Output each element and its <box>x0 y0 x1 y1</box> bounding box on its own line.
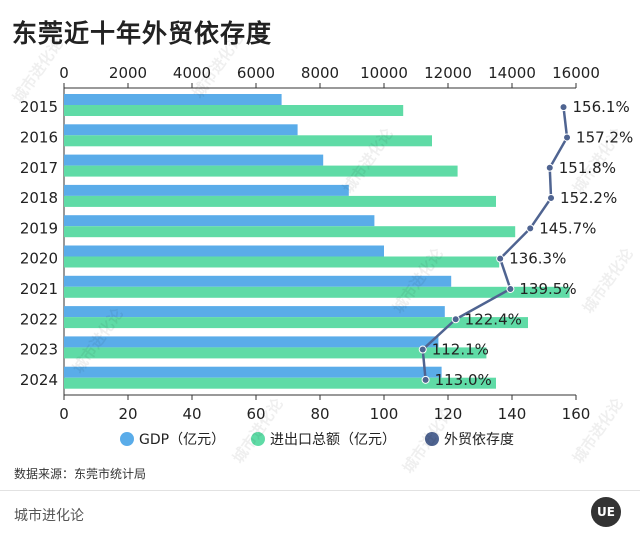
dependency-point <box>496 254 505 263</box>
brand-logo: UE <box>591 497 621 527</box>
bottom-axis-tick-label: 20 <box>118 405 137 423</box>
legend-label: 外贸依存度 <box>444 432 514 448</box>
bottom-axis-tick-label: 160 <box>562 405 591 423</box>
gdp-bar <box>64 154 324 166</box>
dependency-data-label: 152.2% <box>560 189 617 207</box>
top-axis-tick-label: 16000 <box>552 64 600 82</box>
trade-bar <box>64 317 528 329</box>
trade-bar <box>64 165 458 177</box>
dependency-point <box>563 133 572 142</box>
gdp-bar <box>64 336 439 348</box>
dependency-point <box>547 194 556 203</box>
bottom-axis-tick-label: 60 <box>246 405 265 423</box>
trade-bar <box>64 195 496 207</box>
category-label: 2015 <box>20 98 58 116</box>
bottom-axis-tick-label: 120 <box>434 405 463 423</box>
category-label: 2022 <box>20 310 58 328</box>
category-label: 2016 <box>20 128 58 146</box>
dependency-data-label: 136.3% <box>509 250 566 268</box>
top-axis-tick-label: 6000 <box>237 64 275 82</box>
dependency-point <box>418 345 427 354</box>
dependency-data-label: 156.1% <box>573 98 630 116</box>
gdp-bar <box>64 215 375 227</box>
bottom-axis-tick-label: 0 <box>59 405 69 423</box>
data-source-note: 数据来源：东莞市统计局 <box>14 467 147 481</box>
trade-bar <box>64 256 500 268</box>
dependency-point <box>526 224 535 233</box>
trade-bar <box>64 226 516 238</box>
category-label: 2019 <box>20 219 58 237</box>
gdp-bar <box>64 306 445 318</box>
top-axis-tick-label: 14000 <box>488 64 536 82</box>
gdp-bar <box>64 245 384 257</box>
category-label: 2024 <box>20 371 58 389</box>
footer-divider <box>0 490 640 491</box>
dependency-point <box>559 103 568 112</box>
dependency-point <box>451 315 460 324</box>
legend-label: GDP（亿元） <box>139 432 225 448</box>
trade-bar <box>64 105 404 116</box>
category-label: 2021 <box>20 280 58 298</box>
dependency-data-label: 151.8% <box>559 159 616 177</box>
bottom-axis-tick-label: 40 <box>182 405 201 423</box>
dependency-data-label: 122.4% <box>465 310 522 328</box>
dependency-data-label: 113.0% <box>435 371 492 389</box>
legend-marker <box>120 432 134 446</box>
gdp-bar <box>64 366 442 378</box>
bottom-axis-tick-label: 100 <box>370 405 399 423</box>
chart-title: 东莞近十年外贸依存度 <box>12 19 273 48</box>
category-label: 2023 <box>20 341 58 359</box>
gdp-bar <box>64 124 298 136</box>
gdp-bar <box>64 94 282 105</box>
gdp-bar <box>64 184 349 196</box>
trade-bar <box>64 347 487 359</box>
top-axis-tick-label: 8000 <box>301 64 339 82</box>
top-axis-tick-label: 4000 <box>173 64 211 82</box>
legend-label: 进出口总额（亿元） <box>270 432 396 448</box>
legend-marker <box>251 432 265 446</box>
brand-name: 城市进化论 <box>14 508 84 524</box>
trade-bar <box>64 135 432 147</box>
dependency-line <box>421 107 569 380</box>
gdp-bar <box>64 275 452 287</box>
dependency-data-label: 157.2% <box>576 128 633 146</box>
top-axis-tick-label: 10000 <box>360 64 408 82</box>
dependency-data-label: 145.7% <box>539 219 596 237</box>
category-label: 2018 <box>20 189 58 207</box>
top-axis-tick-label: 0 <box>59 64 69 82</box>
trade-bar <box>64 377 496 389</box>
dependency-point <box>421 375 430 384</box>
category-label: 2017 <box>20 159 58 177</box>
bottom-axis-tick-label: 140 <box>498 405 527 423</box>
top-axis-tick-label: 12000 <box>424 64 472 82</box>
bottom-axis-tick-label: 80 <box>310 405 329 423</box>
dependency-data-label: 112.1% <box>432 341 489 359</box>
dependency-data-label: 139.5% <box>519 280 576 298</box>
top-axis-tick-label: 2000 <box>109 64 147 82</box>
category-label: 2020 <box>20 250 58 268</box>
legend-marker <box>425 432 439 446</box>
dependency-point <box>506 284 515 293</box>
trade-bar <box>64 286 570 298</box>
dependency-point <box>545 163 554 172</box>
